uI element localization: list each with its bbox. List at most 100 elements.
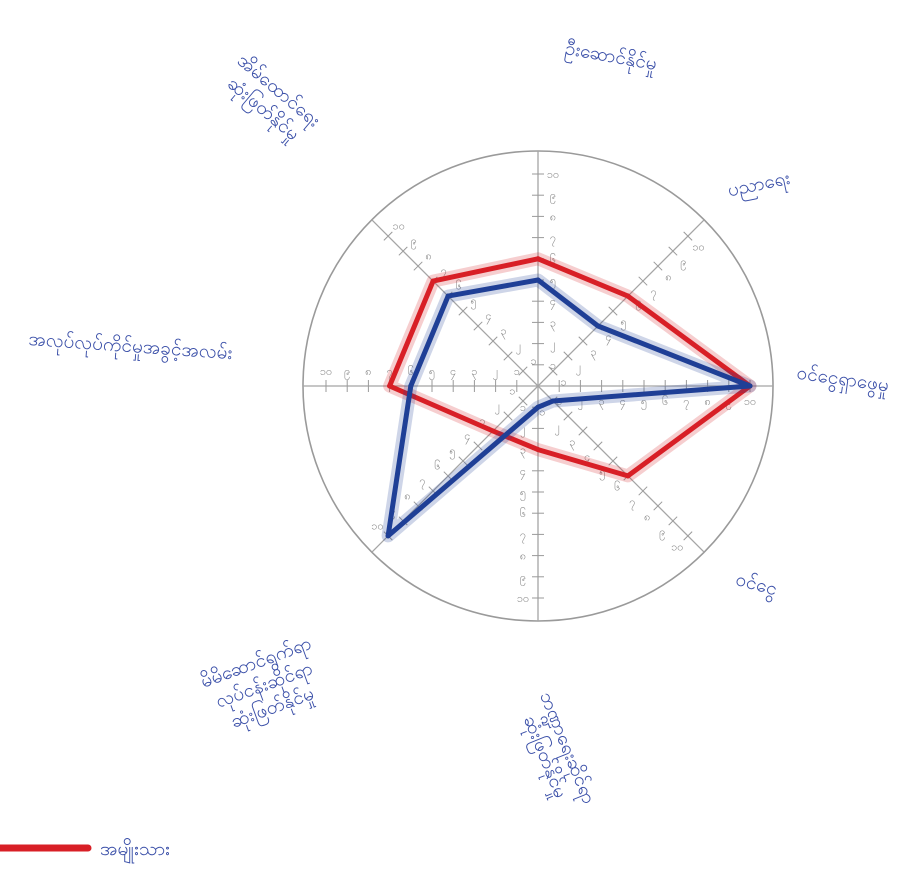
tick-label: ၄ <box>520 465 526 480</box>
tick-label: ၈ <box>550 210 556 223</box>
series-2-point <box>595 323 601 329</box>
tick-mark <box>668 516 678 526</box>
tick-label: ၇ <box>629 496 635 511</box>
series-1-point <box>625 473 631 479</box>
tick-label: ၃ <box>569 436 575 451</box>
tick-label: ၂ <box>493 365 498 380</box>
tick-label: ၁၀ <box>547 168 559 181</box>
tick-label: ၈ <box>520 550 526 563</box>
series-1-point <box>535 447 541 453</box>
tick-mark <box>458 456 468 466</box>
radar-axis-labels: ဦးဆောင်နိုင်မှုပညာရေးဝင်ငွေရှာဖွေမှုဝင်င… <box>27 36 891 808</box>
axis-label-4: ဝင်ငွေ <box>732 567 780 604</box>
tick-mark <box>683 231 693 241</box>
tick-label: ၄ <box>486 309 492 324</box>
series-1-point <box>625 293 631 299</box>
legend: အမျိုးသား <box>0 837 170 864</box>
tick-label: ၅ <box>620 316 626 331</box>
tick-label: ၆ <box>635 301 641 314</box>
series-1-point <box>430 278 436 284</box>
tick-mark <box>578 336 588 346</box>
tick-label: ၁၀ <box>671 541 683 554</box>
tick-label: ၇ <box>387 365 393 380</box>
tick-label: ၇ <box>650 286 656 301</box>
axis-label-3: ဝင်ငွေရှာဖွေမှု <box>795 361 891 401</box>
series-2-point <box>385 533 391 539</box>
tick-label: ၁ <box>520 401 526 414</box>
tick-label: ၇ <box>550 232 556 247</box>
tick-mark <box>668 246 678 256</box>
tick-label: ၃ <box>590 346 596 361</box>
tick-label: ၄ <box>584 451 590 466</box>
tick-mark <box>608 306 618 316</box>
tick-label: ၉ <box>344 365 350 380</box>
tick-mark <box>518 366 528 376</box>
tick-label: ၁ <box>561 376 567 389</box>
tick-mark <box>563 411 573 421</box>
tick-label: ၅ <box>520 486 526 501</box>
tick-label: ၈ <box>426 249 432 262</box>
tick-label: ၃ <box>599 395 605 410</box>
tick-label: ၁၀ <box>692 241 704 254</box>
series-1-point <box>490 428 496 434</box>
tick-label: ၄ <box>464 429 470 444</box>
tick-label: ၆ <box>434 459 440 472</box>
tick-mark <box>563 351 573 361</box>
tick-label: ၁ <box>509 384 515 397</box>
tick-label: ၃ <box>520 444 526 459</box>
tick-label: ၁ <box>531 354 537 367</box>
tick-label: ၂ <box>550 338 555 353</box>
tick-mark <box>413 261 423 271</box>
tick-label: ၃ <box>550 316 556 331</box>
tick-label: ၉ <box>411 234 417 249</box>
axis-label-7: အလုပ်လုပ်ကိုင်မှုအခွင့်အလမ်း <box>27 327 233 368</box>
tick-label: ၆ <box>550 253 556 266</box>
tick-label: ၈ <box>365 365 371 378</box>
series-1-point <box>387 383 393 389</box>
tick-label: ၉ <box>520 571 526 586</box>
tick-label: ၁၀ <box>371 519 383 532</box>
tick-mark <box>593 441 603 451</box>
tick-label: ၁၀ <box>320 365 332 378</box>
axis-label-2: ပညာရေး <box>726 167 793 206</box>
series-2-point <box>445 293 451 299</box>
tick-label: ၅ <box>471 294 477 309</box>
tick-label: ၅ <box>550 274 556 289</box>
tick-label: ၇ <box>683 395 689 410</box>
legend-label-series-1: အမျိုးသား <box>100 837 170 864</box>
tick-mark <box>653 501 663 511</box>
tick-label: ၁၀ <box>744 395 756 408</box>
tick-label: ၆ <box>614 481 620 494</box>
tick-mark <box>548 366 558 376</box>
tick-label: ၉ <box>550 189 556 204</box>
tick-label: ၂ <box>520 422 525 437</box>
tick-mark <box>578 426 588 436</box>
series-1-point <box>535 256 541 262</box>
tick-mark <box>473 441 483 451</box>
tick-mark <box>608 456 618 466</box>
tick-label: ၁၀ <box>517 592 529 605</box>
axis-label-6: မိမိဆောင်ရွက်ရာလုပ်ငန်းဆိုင်ရာဆုံးဖြတ်နိ… <box>197 631 332 741</box>
tick-mark <box>503 411 513 421</box>
tick-label: ၃ <box>471 365 477 380</box>
tick-label: ၃ <box>479 414 485 429</box>
tick-label: ၅ <box>429 365 435 380</box>
radar-grid <box>302 150 774 622</box>
tick-label: ၇ <box>441 264 447 279</box>
radar-series <box>381 252 757 543</box>
tick-label: ၇ <box>419 474 425 489</box>
tick-mark <box>473 321 483 331</box>
tick-label: ၁၀ <box>393 219 405 232</box>
tick-label: ၂ <box>516 339 521 354</box>
tick-label: ၅ <box>641 395 647 410</box>
axis-label-8: အိမ်ထောင်ရေးဆုံးဖြတ်နိုင်မှု <box>215 49 325 153</box>
tick-label: ၂ <box>578 395 583 410</box>
tick-mark <box>518 396 528 406</box>
tick-label: ၁ <box>514 365 520 378</box>
tick-label: ၂ <box>576 361 581 376</box>
tick-label: ၃ <box>501 324 507 339</box>
tick-mark <box>638 276 648 286</box>
tick-label: ၇ <box>520 528 526 543</box>
tick-label: ၈ <box>704 395 710 408</box>
